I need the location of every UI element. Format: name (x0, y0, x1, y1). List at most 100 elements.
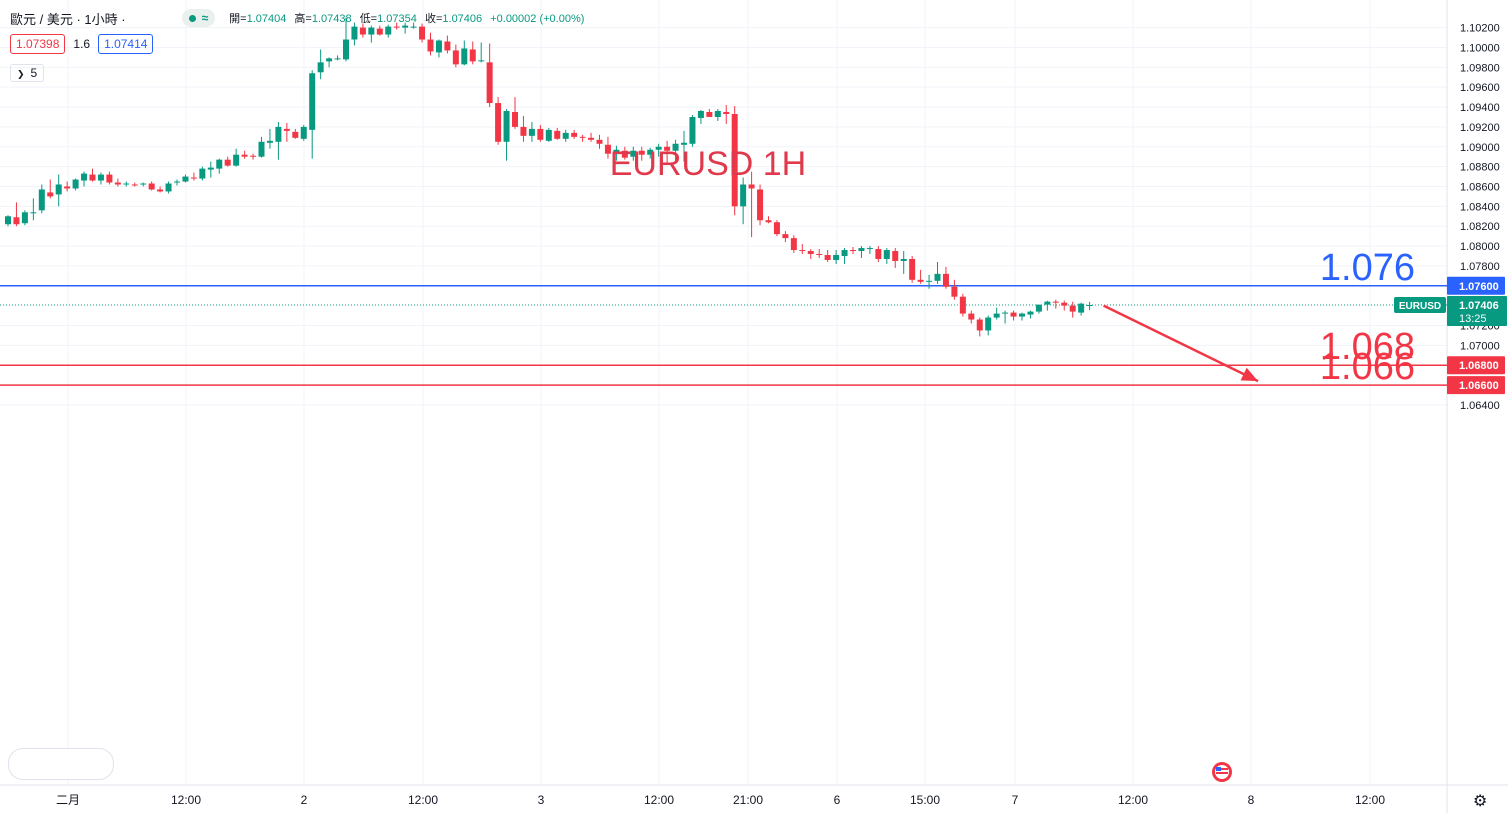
candle[interactable] (182, 174, 189, 183)
candle[interactable] (1052, 299, 1059, 309)
candle[interactable] (334, 55, 341, 61)
candle[interactable] (435, 39, 442, 58)
forecast-arrow[interactable] (1103, 304, 1259, 383)
candle[interactable] (283, 122, 290, 142)
candle[interactable] (892, 248, 899, 268)
sell-price-button[interactable]: 1.07398 (10, 34, 66, 54)
indicators-toggle[interactable]: ❯ 5 (10, 64, 45, 82)
candle[interactable] (486, 43, 493, 108)
candle[interactable] (757, 184, 764, 226)
candle[interactable] (1027, 310, 1034, 319)
candle[interactable] (351, 22, 358, 46)
candle[interactable] (216, 158, 223, 174)
candle[interactable] (503, 109, 510, 161)
candle[interactable] (790, 235, 797, 254)
candle[interactable] (993, 307, 1000, 320)
candle[interactable] (1035, 304, 1042, 314)
candle[interactable] (655, 143, 662, 157)
candle[interactable] (1086, 301, 1093, 311)
candle[interactable] (495, 97, 502, 145)
candle[interactable] (410, 22, 417, 29)
candle[interactable] (478, 42, 485, 63)
candle[interactable] (816, 249, 823, 258)
candle[interactable] (5, 215, 11, 227)
candle[interactable] (174, 179, 180, 186)
candle[interactable] (858, 246, 865, 258)
candle[interactable] (512, 97, 518, 129)
candle[interactable] (309, 70, 316, 159)
candle[interactable] (765, 216, 772, 224)
candle[interactable] (1078, 302, 1085, 316)
candle[interactable] (1061, 300, 1068, 311)
candle[interactable] (833, 250, 840, 264)
candle[interactable] (89, 168, 96, 182)
candle[interactable] (190, 172, 197, 181)
candle[interactable] (621, 146, 628, 160)
candle[interactable] (748, 171, 755, 238)
candle[interactable] (588, 132, 595, 142)
candle[interactable] (207, 161, 214, 178)
candle[interactable] (21, 210, 28, 226)
candle[interactable] (638, 146, 645, 161)
candle[interactable] (97, 172, 104, 185)
candle[interactable] (630, 146, 637, 161)
buy-price-button[interactable]: 1.07414 (98, 34, 154, 54)
candle[interactable] (731, 106, 738, 216)
candle[interactable] (664, 140, 671, 165)
candle[interactable] (326, 57, 333, 68)
candle[interactable] (266, 128, 273, 149)
candle[interactable] (554, 127, 561, 140)
candle[interactable] (199, 166, 206, 181)
gear-icon[interactable]: ⚙ (1473, 793, 1488, 810)
candle[interactable] (368, 25, 375, 43)
candle[interactable] (30, 198, 37, 221)
symbol-label[interactable]: 歐元 / 美元 · 1小時 · (10, 11, 126, 27)
candle[interactable] (706, 109, 713, 117)
candle[interactable] (148, 181, 155, 191)
time-axis[interactable]: 二月 12:00 2 12:00 3 12:00 21:00 6 15:00 7 12:00 8 12:… (56, 793, 1385, 807)
candle[interactable] (1069, 301, 1076, 318)
candle[interactable] (942, 266, 949, 289)
economic-event-icon[interactable] (1212, 762, 1232, 782)
candle[interactable] (976, 317, 983, 337)
candle[interactable] (343, 17, 349, 62)
candle[interactable] (55, 174, 62, 207)
candle[interactable] (393, 22, 400, 30)
candle[interactable] (883, 248, 890, 264)
candle[interactable] (900, 251, 907, 274)
candle[interactable] (596, 134, 603, 149)
candle[interactable] (13, 202, 20, 227)
candle[interactable] (376, 25, 383, 36)
market-status-pill[interactable]: ≈ (181, 9, 216, 27)
candle[interactable] (292, 128, 299, 139)
candle[interactable] (841, 248, 848, 264)
timeframe-box[interactable] (8, 748, 114, 780)
candle[interactable] (427, 32, 434, 56)
candle[interactable] (419, 23, 426, 43)
candle[interactable] (224, 156, 231, 167)
candle[interactable] (866, 246, 873, 255)
candle[interactable] (300, 124, 307, 141)
candle[interactable] (258, 136, 265, 158)
candle[interactable] (444, 35, 451, 54)
candle[interactable] (562, 129, 569, 142)
candle[interactable] (402, 22, 409, 34)
candle[interactable] (714, 109, 721, 121)
candle[interactable] (579, 134, 586, 142)
candle[interactable] (165, 181, 172, 194)
candle[interactable] (359, 23, 366, 38)
candle[interactable] (72, 178, 79, 191)
candle[interactable] (528, 121, 535, 142)
candle[interactable] (38, 184, 45, 214)
candle[interactable] (131, 182, 138, 187)
candle[interactable] (875, 246, 882, 262)
candle[interactable] (385, 24, 392, 38)
candle[interactable] (1002, 310, 1009, 324)
candle[interactable] (1010, 310, 1017, 321)
candle[interactable] (317, 49, 324, 80)
candle[interactable] (934, 261, 941, 284)
candle[interactable] (723, 105, 730, 124)
candle[interactable] (917, 269, 924, 284)
candle[interactable] (850, 247, 856, 255)
